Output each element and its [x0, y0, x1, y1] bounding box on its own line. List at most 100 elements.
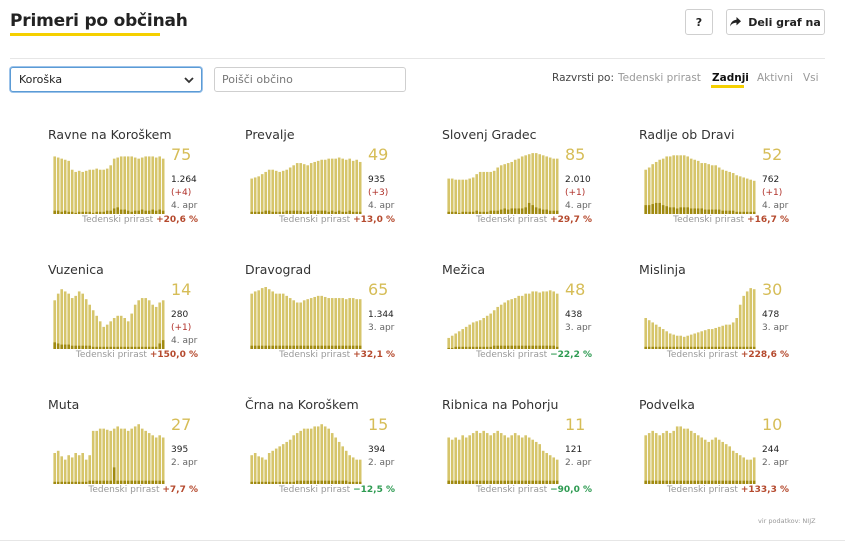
- new-cases-bar: [534, 207, 538, 214]
- active-cases-bar: [503, 164, 506, 214]
- municipality-card[interactable]: Ribnica na Pohorju 11 121 2. apr Tedenski pr…: [442, 397, 632, 512]
- municipality-card[interactable]: Dravograd 65 1.344 3. apr Tedenski prirast +…: [245, 262, 435, 377]
- active-cases-bar: [285, 295, 288, 349]
- active-cases-bar: [707, 329, 710, 349]
- active-cases-bar: [506, 437, 510, 484]
- new-cases-bar: [123, 209, 126, 214]
- active-cases-bar: [126, 430, 130, 484]
- active-cases-bar: [534, 441, 538, 484]
- active-cases-bar: [478, 171, 482, 214]
- new-cases-bar: [471, 480, 475, 484]
- new-cases-bar: [478, 480, 482, 484]
- municipality-name: Dravograd: [245, 262, 312, 277]
- data-date: 4. apr: [171, 201, 198, 211]
- new-cases-bar: [81, 481, 84, 484]
- new-cases-bar: [299, 345, 302, 349]
- sort-option-active[interactable]: Aktivni: [757, 72, 794, 84]
- active-cases-bar: [710, 439, 714, 484]
- municipality-card[interactable]: Podvelka 10 244 2. apr Tedenski prirast +133…: [639, 397, 829, 512]
- new-cases-bar: [513, 345, 517, 349]
- active-cases-bar: [506, 163, 510, 214]
- municipality-card[interactable]: Ravne na Koroškem 75 1.264 (+4) 4. apr Tedens…: [48, 127, 238, 242]
- active-cases-bar: [457, 179, 461, 214]
- new-cases-bar: [140, 346, 144, 349]
- municipality-card[interactable]: Vuzenica 14 280 (+1) 4. apr Tedenski prirast …: [48, 262, 238, 377]
- active-cases-bar: [358, 459, 362, 484]
- new-cases-bar: [88, 345, 91, 349]
- active-cases-bar: [752, 457, 756, 484]
- active-cases-bar: [257, 456, 260, 484]
- new-cases-bar: [253, 211, 257, 214]
- active-cases-bar: [454, 333, 457, 349]
- new-cases-bar: [102, 480, 105, 484]
- active-cases-bar: [717, 167, 721, 214]
- new-cases-bar: [292, 210, 295, 214]
- new-cases-bar: [309, 480, 313, 484]
- active-cases-bar: [126, 321, 130, 349]
- new-cases-bar: [647, 346, 651, 349]
- active-cases-bar: [133, 426, 137, 484]
- new-cases-bar: [679, 207, 682, 214]
- new-cases-bar: [749, 346, 752, 349]
- municipality-card[interactable]: Mežica 48 438 3. apr Tedenski prirast −22,2 …: [442, 262, 632, 377]
- active-cases-bar: [752, 180, 756, 214]
- municipality-search-input[interactable]: [214, 67, 406, 92]
- new-cases-bar: [682, 346, 686, 349]
- active-cases-bar: [485, 433, 489, 484]
- weekly-growth-label: Tedenski prirast: [75, 350, 147, 360]
- active-cases-bar: [703, 163, 707, 214]
- municipality-card[interactable]: Mislinja 30 478 3. apr Tedenski prirast +228…: [639, 262, 829, 377]
- new-cases-bar: [668, 207, 672, 214]
- active-cases-bar: [510, 435, 513, 484]
- help-button[interactable]: ?: [685, 9, 713, 35]
- sort-option-latest[interactable]: Zadnji: [712, 72, 749, 84]
- new-cases-bar: [119, 346, 123, 349]
- new-cases-bar: [679, 480, 682, 484]
- new-cases-bar: [53, 481, 56, 484]
- new-cases-bar: [468, 480, 471, 484]
- new-cases-bar: [74, 345, 77, 349]
- active-cases-bar: [299, 302, 302, 349]
- municipality-card[interactable]: Slovenj Gradec 85 2.010 (+1) 4. apr Tedenski …: [442, 127, 632, 242]
- new-cases-bar: [344, 480, 348, 484]
- municipality-card[interactable]: Radlje ob Dravi 52 762 (+1) 4. apr Tedenski p…: [639, 127, 829, 242]
- region-select[interactable]: Koroška: [10, 67, 202, 92]
- active-cases-bar: [274, 170, 278, 214]
- active-cases-bar: [288, 298, 292, 349]
- case-bar-chart: [53, 424, 165, 484]
- active-cases-bar: [471, 177, 475, 214]
- municipality-name: Vuzenica: [48, 262, 104, 277]
- municipality-card[interactable]: Črna na Koroškem 15 394 2. apr Tedenski prir…: [245, 397, 435, 512]
- active-cases-bar: [552, 457, 555, 484]
- active-cases-bar: [98, 169, 102, 214]
- share-button[interactable]: Deli graf na: [726, 9, 825, 35]
- active-cases-bar: [320, 159, 323, 214]
- new-cases-bar: [675, 480, 679, 484]
- active-cases-bar: [749, 459, 752, 484]
- new-cases-bar: [306, 211, 309, 214]
- new-cases-bar: [492, 480, 496, 484]
- new-cases-bar: [457, 346, 461, 349]
- sort-option-weekly-growth[interactable]: Tedenski prirast: [618, 72, 701, 84]
- new-cases-bar: [654, 346, 658, 349]
- new-cases-bar: [651, 346, 654, 349]
- sort-option-all[interactable]: Vsi: [803, 72, 819, 84]
- new-cases-bar: [313, 345, 316, 349]
- new-cases-bar: [358, 345, 362, 349]
- active-cases-bar: [710, 165, 714, 214]
- municipality-card[interactable]: Muta 27 395 2. apr Tedenski prirast +7,7 %: [48, 397, 238, 512]
- new-cases-bar: [721, 480, 724, 484]
- new-cases-bar: [257, 345, 260, 349]
- new-cases-bar: [503, 480, 506, 484]
- new-cases-bar: [302, 345, 306, 349]
- new-cases-bar: [475, 346, 478, 349]
- new-cases-bar: [306, 480, 309, 484]
- new-cases-bar: [454, 211, 457, 214]
- new-cases-bar: [154, 346, 158, 349]
- municipality-card[interactable]: Prevalje 49 935 (+3) 4. apr Tedenski prirast …: [245, 127, 435, 242]
- active-cases-bar: [88, 304, 91, 349]
- active-cases-bar: [250, 293, 253, 349]
- case-bar-chart: [250, 157, 362, 214]
- new-cases-bar: [517, 345, 520, 349]
- new-cases-bar: [60, 344, 63, 349]
